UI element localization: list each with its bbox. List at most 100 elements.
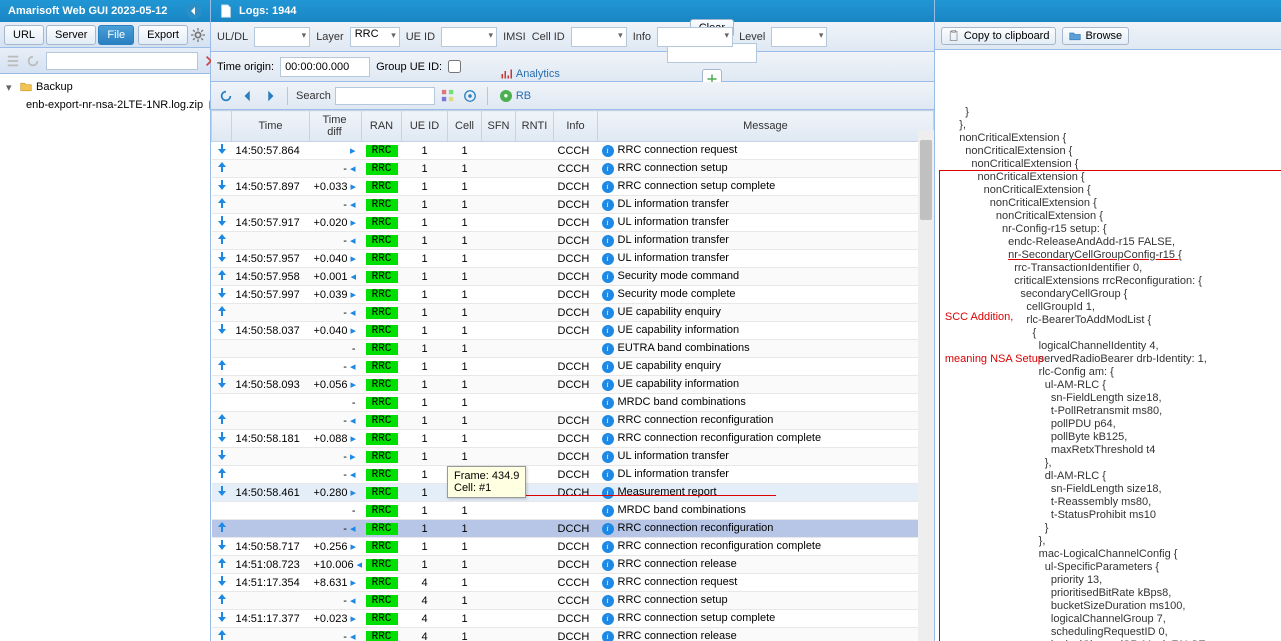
- col-diff[interactable]: Time diff: [310, 111, 362, 142]
- info-select[interactable]: [657, 27, 733, 47]
- table-row[interactable]: - ◂RRC11DCCHiDL information transfer: [212, 232, 934, 250]
- center-panel: Logs: 1944 UL/DL Layer RRC UE ID IMSI Ce…: [211, 0, 935, 641]
- col-rnti[interactable]: RNTI: [516, 111, 554, 142]
- group-ueid-label: Group UE ID:: [376, 61, 442, 73]
- refresh-icon[interactable]: [217, 87, 235, 105]
- table-row[interactable]: - RRC11iEUTRA band combinations: [212, 340, 934, 358]
- table-row[interactable]: 14:50:57.917+0.020 ▸RRC11DCCHiUL informa…: [212, 214, 934, 232]
- ueid-label: UE ID: [406, 31, 435, 43]
- log-table-wrap: Time Time diff RAN UE ID Cell SFN RNTI I…: [211, 110, 934, 641]
- file-button[interactable]: File: [98, 25, 134, 45]
- right-panel: Copy to clipboard Browse SCC Addition, m…: [935, 0, 1281, 641]
- col-time[interactable]: Time: [232, 111, 310, 142]
- folder-open-icon: [1069, 30, 1081, 42]
- left-panel: Amarisoft Web GUI 2023-05-12 URL Server …: [0, 0, 211, 641]
- table-row[interactable]: - ◂RRC11CCCHiRRC connection setup: [212, 160, 934, 178]
- server-button[interactable]: Server: [46, 25, 96, 45]
- col-ran[interactable]: RAN: [362, 111, 402, 142]
- browse-button[interactable]: Browse: [1062, 27, 1129, 45]
- table-row[interactable]: 14:50:58.461+0.280 ▸RRC11DCCHiMeasuremen…: [212, 484, 934, 502]
- center-tab-title: Logs: 1944: [239, 5, 296, 17]
- app-titlebar: Amarisoft Web GUI 2023-05-12: [0, 0, 210, 22]
- time-origin-input[interactable]: [280, 57, 370, 77]
- search-input[interactable]: [335, 87, 435, 105]
- layer-select[interactable]: RRC: [350, 27, 400, 47]
- table-row[interactable]: - ◂RRC11DCCHiDL information transfer: [212, 196, 934, 214]
- table-row[interactable]: 14:50:57.958+0.001 ◂RRC11DCCHiSecurity m…: [212, 268, 934, 286]
- cell-tooltip: Frame: 434.9 Cell: #1: [447, 466, 526, 498]
- url-button[interactable]: URL: [4, 25, 44, 45]
- time-origin-label: Time origin:: [217, 61, 274, 73]
- analytics-button[interactable]: Analytics: [496, 66, 928, 82]
- reload-icon[interactable]: [26, 52, 40, 70]
- tree-file-row[interactable]: enb-export-nr-nsa-2LTE-1NR.log.zip ✓: [2, 96, 208, 114]
- tooltip-line1: Frame: 434.9: [454, 470, 519, 482]
- table-row[interactable]: 14:50:58.037+0.040 ▸RRC11DCCHiUE capabil…: [212, 322, 934, 340]
- table-row[interactable]: - ◂RRC11DCCHiRRC connection reconfigurat…: [212, 520, 934, 538]
- table-row[interactable]: 14:50:58.181+0.088 ▸RRC11DCCHiRRC connec…: [212, 430, 934, 448]
- uldl-label: UL/DL: [217, 31, 248, 43]
- table-vscrollbar[interactable]: [918, 130, 934, 641]
- table-row[interactable]: - ◂RRC11DCCHiDL information transfer: [212, 466, 934, 484]
- group-ueid-checkbox[interactable]: [448, 60, 461, 73]
- annotation-text: SCC Addition, meaning NSA Setup: [945, 282, 1044, 394]
- collapse-left-icon[interactable]: [186, 3, 202, 19]
- cellid-select[interactable]: [571, 27, 627, 47]
- tree-collapse-icon[interactable]: ▾: [6, 81, 16, 94]
- table-row[interactable]: - RRC11iMRDC band combinations: [212, 502, 934, 520]
- table-row[interactable]: 14:50:57.864 ▸RRC11CCCHiRRC connection r…: [212, 142, 934, 160]
- logs-tab-icon: [219, 4, 233, 18]
- table-row[interactable]: - RRC11iMRDC band combinations: [212, 394, 934, 412]
- ueid-select[interactable]: [441, 27, 497, 47]
- col-info[interactable]: Info: [554, 111, 598, 142]
- tree-file-label: enb-export-nr-nsa-2LTE-1NR.log.zip: [26, 99, 203, 111]
- table-row[interactable]: 14:50:57.897+0.033 ▸RRC11DCCHiRRC connec…: [212, 178, 934, 196]
- table-row[interactable]: 14:50:58.093+0.056 ▸RRC11DCCHiUE capabil…: [212, 376, 934, 394]
- col-cell[interactable]: Cell: [448, 111, 482, 142]
- col-ueid[interactable]: UE ID: [402, 111, 448, 142]
- row-red-underline: [524, 495, 776, 496]
- right-toolbar: Copy to clipboard Browse: [935, 22, 1281, 50]
- table-row[interactable]: - ▸RRC11DCCHiUL information transfer: [212, 448, 934, 466]
- tree-folder-row[interactable]: ▾ Backup: [2, 78, 208, 96]
- table-row[interactable]: 14:51:08.723+10.006 ◂RRC11DCCHiRRC conne…: [212, 556, 934, 574]
- nav-forward-icon[interactable]: [261, 87, 279, 105]
- table-row[interactable]: - ◂RRC11DCCHiRRC connection reconfigurat…: [212, 412, 934, 430]
- right-titlebar: [935, 0, 1281, 22]
- settings-icon[interactable]: [190, 26, 206, 44]
- copy-clipboard-button[interactable]: Copy to clipboard: [941, 27, 1057, 45]
- log-table: Time Time diff RAN UE ID Cell SFN RNTI I…: [211, 110, 934, 641]
- table-row[interactable]: - ◂RRC41CCCHiRRC connection setup: [212, 592, 934, 610]
- col-msg[interactable]: Message: [598, 111, 934, 142]
- rb-button[interactable]: ●RB: [496, 88, 928, 104]
- message-detail-code[interactable]: SCC Addition, meaning NSA Setup } }, non…: [935, 50, 1281, 641]
- left-toolbar: URL Server File Export: [0, 22, 210, 48]
- layer-label: Layer: [316, 31, 344, 43]
- col-sfn[interactable]: SFN: [482, 111, 516, 142]
- table-row[interactable]: 14:50:57.997+0.039 ▸RRC11DCCHiSecurity m…: [212, 286, 934, 304]
- grid-icon[interactable]: [439, 87, 457, 105]
- table-row[interactable]: - ◂RRC41DCCHiRRC connection release: [212, 628, 934, 641]
- tree-folder-label: Backup: [36, 81, 73, 93]
- action-toolbar: Search Analytics ●RB ●UE Caps: [211, 82, 934, 110]
- tooltip-line2: Cell: #1: [454, 482, 519, 494]
- tree-search-input[interactable]: [46, 52, 198, 70]
- nav-back-icon[interactable]: [239, 87, 257, 105]
- table-row[interactable]: - ◂RRC11DCCHiUE capability enquiry: [212, 304, 934, 322]
- table-row[interactable]: 14:51:17.377+0.023 ▸RRC41DCCHiRRC connec…: [212, 610, 934, 628]
- collapse-all-icon[interactable]: [6, 52, 20, 70]
- app-title: Amarisoft Web GUI 2023-05-12: [8, 5, 186, 17]
- file-ok-icon: ✓: [209, 99, 210, 111]
- table-row[interactable]: 14:50:58.717+0.256 ▸RRC11DCCHiRRC connec…: [212, 538, 934, 556]
- level-select[interactable]: [771, 27, 827, 47]
- clipboard-icon: [948, 30, 960, 42]
- uldl-select[interactable]: [254, 27, 310, 47]
- col-dir[interactable]: [212, 111, 232, 142]
- export-button[interactable]: Export: [138, 25, 188, 45]
- table-row[interactable]: - ◂RRC11DCCHiUE capability enquiry: [212, 358, 934, 376]
- target-icon[interactable]: [461, 87, 479, 105]
- search-label: Search: [296, 90, 331, 102]
- folder-icon: [20, 81, 32, 93]
- table-row[interactable]: 14:51:17.354+8.631 ▸RRC41CCCHiRRC connec…: [212, 574, 934, 592]
- table-row[interactable]: 14:50:57.957+0.040 ▸RRC11DCCHiUL informa…: [212, 250, 934, 268]
